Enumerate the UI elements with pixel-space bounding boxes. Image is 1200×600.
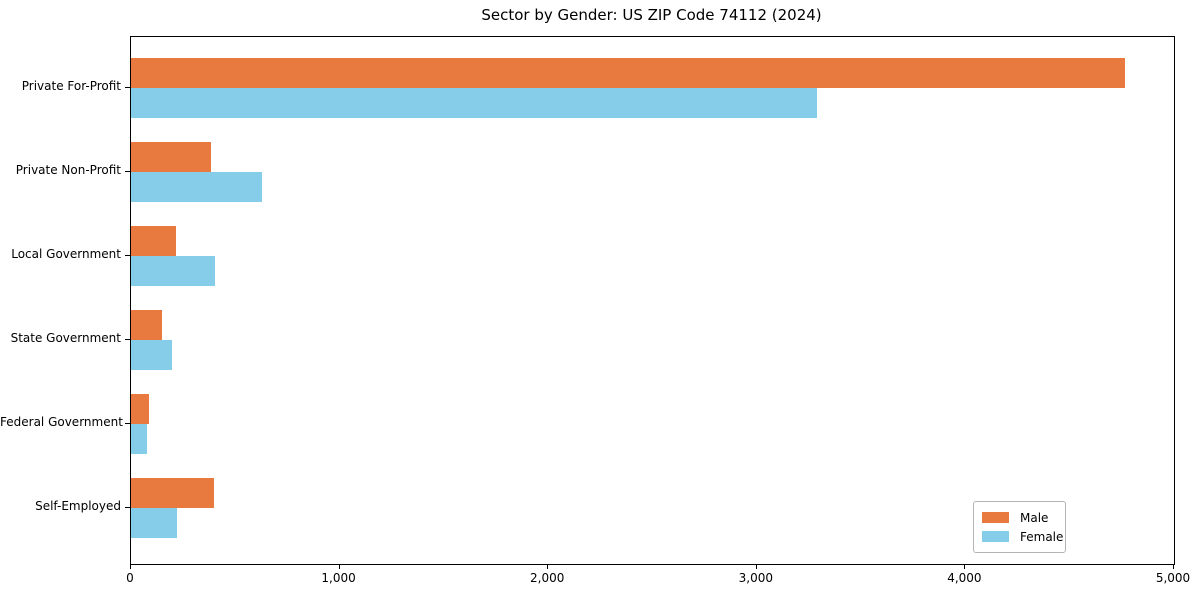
bar-female-federal-government [131,424,147,454]
x-tick-mark [755,564,757,569]
bar-female-state-government [131,340,172,370]
x-tick-label-1000: 1,000 [321,571,356,585]
y-tick-mark [125,171,130,172]
x-tick-label-2000: 2,000 [530,571,565,585]
x-tick-mark [1173,564,1174,569]
x-tick-mark [130,564,131,569]
y-tick-label-private-non-profit: Private Non-Profit [15,163,121,177]
bar-male-federal-government [131,394,149,424]
bar-female-local-government [131,256,215,286]
y-tick-mark [125,255,130,256]
bar-female-private-for-profit [131,88,817,118]
legend: Male Female [973,501,1066,553]
bar-female-private-non-profit [131,172,262,202]
bar-male-local-government [131,226,176,256]
x-tick-label-4000: 4,000 [947,571,982,585]
x-tick-label-0: 0 [126,571,134,585]
legend-entry-male: Male [982,508,1057,527]
chart-title: Sector by Gender: US ZIP Code 74112 (202… [481,6,822,24]
legend-swatch-female [982,531,1009,542]
y-tick-label-federal-government: Federal Government [0,415,123,429]
bar-male-private-non-profit [131,142,211,172]
x-tick-label-3000: 3,000 [738,571,773,585]
x-tick-mark [547,564,549,569]
y-tick-mark [125,507,130,508]
x-tick-mark [338,564,340,569]
x-tick-mark [964,564,966,569]
x-tick-label-5000: 5,000 [1155,571,1191,585]
bar-male-private-for-profit [131,58,1125,88]
y-tick-mark [125,87,130,88]
legend-label-male: Male [1020,510,1049,525]
y-tick-mark [125,423,130,424]
bar-female-self-employed [131,508,177,538]
plot-area [130,36,1175,565]
legend-swatch-male [982,512,1009,523]
bar-male-self-employed [131,478,214,508]
legend-entry-female: Female [982,527,1063,546]
bar-male-state-government [131,310,162,340]
y-tick-label-private-for-profit: Private For-Profit [21,79,121,93]
y-tick-label-self-employed: Self-Employed [35,499,121,513]
y-tick-label-state-government: State Government [10,331,121,345]
y-tick-label-local-government: Local Government [11,247,121,261]
legend-label-female: Female [1020,529,1064,544]
y-tick-mark [125,339,130,340]
